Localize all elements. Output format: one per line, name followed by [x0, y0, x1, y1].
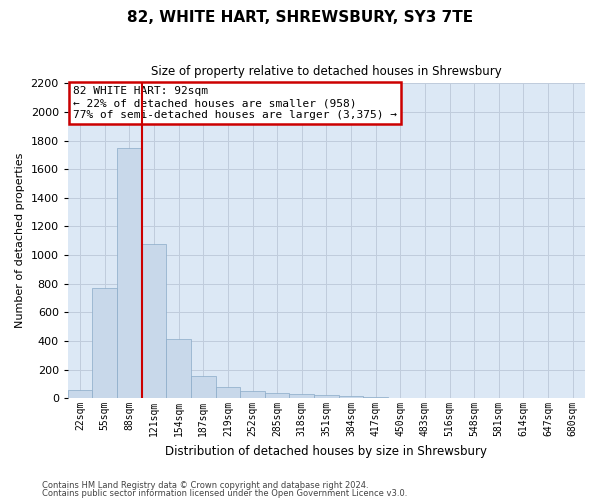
Bar	[240, 392, 265, 398]
Text: Contains HM Land Registry data © Crown copyright and database right 2024.: Contains HM Land Registry data © Crown c…	[42, 480, 368, 490]
Bar	[92, 288, 117, 398]
Bar	[364, 396, 388, 398]
Bar	[215, 386, 240, 398]
Bar	[68, 390, 92, 398]
Bar	[289, 394, 314, 398]
Bar	[314, 396, 339, 398]
Bar	[265, 393, 289, 398]
Text: 82, WHITE HART, SHREWSBURY, SY3 7TE: 82, WHITE HART, SHREWSBURY, SY3 7TE	[127, 10, 473, 25]
Y-axis label: Number of detached properties: Number of detached properties	[15, 153, 25, 328]
Bar	[339, 396, 364, 398]
X-axis label: Distribution of detached houses by size in Shrewsbury: Distribution of detached houses by size …	[166, 444, 487, 458]
Bar	[166, 339, 191, 398]
Text: 82 WHITE HART: 92sqm
← 22% of detached houses are smaller (958)
77% of semi-deta: 82 WHITE HART: 92sqm ← 22% of detached h…	[73, 86, 397, 120]
Bar	[142, 244, 166, 398]
Bar	[191, 376, 215, 398]
Bar	[117, 148, 142, 398]
Title: Size of property relative to detached houses in Shrewsbury: Size of property relative to detached ho…	[151, 65, 502, 78]
Text: Contains public sector information licensed under the Open Government Licence v3: Contains public sector information licen…	[42, 489, 407, 498]
